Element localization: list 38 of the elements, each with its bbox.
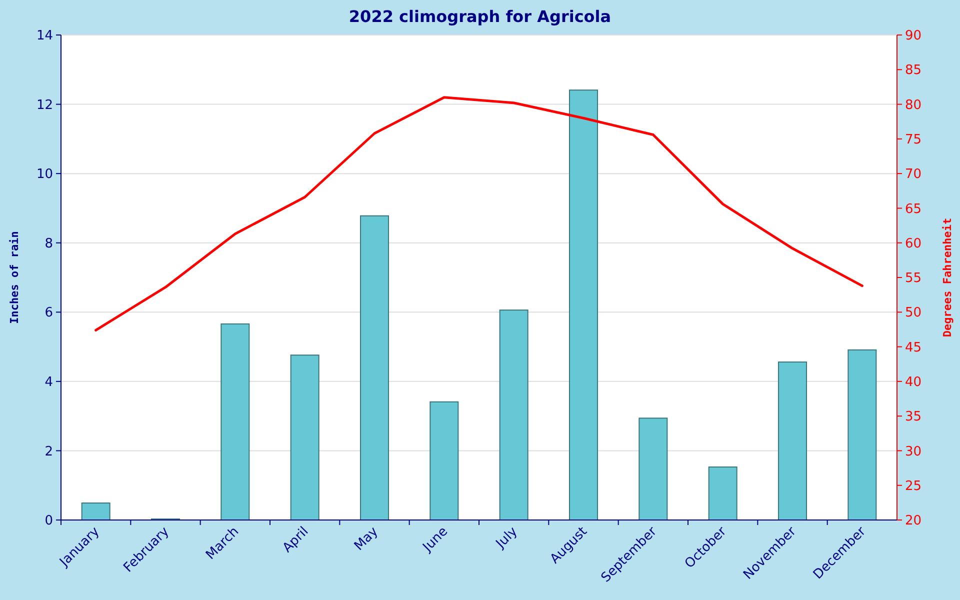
y-tick-label: 10 [36,167,53,182]
y-axis-title: Inches of rain [8,231,21,324]
y2-tick-label: 65 [905,202,922,217]
bar [638,418,668,520]
y2-tick-label: 85 [905,63,922,78]
bar [708,466,738,520]
y2-tick-label: 55 [905,271,922,286]
y2-tick-label: 45 [905,340,922,356]
bar [220,323,250,520]
y-tick-label: 2 [44,444,53,460]
y2-tick-label: 25 [905,478,922,494]
y-tick-label: 4 [44,374,53,390]
bar [290,354,320,520]
bar [569,90,598,520]
y2-tick-label: 20 [905,514,922,529]
bar [499,310,528,520]
y-tick-label: 12 [36,98,53,113]
y2-tick-label: 75 [905,132,922,148]
bar [81,502,110,520]
y2-axis-title: Degrees Fahrenheit [941,218,954,338]
y2-tick-label: 40 [905,374,922,390]
y2-tick-label: 80 [905,98,922,113]
line-series [94,96,864,332]
y2-tick-label: 35 [905,410,922,425]
bar [848,349,877,520]
y2-tick-label: 70 [905,167,922,182]
bar [430,401,459,520]
y2-tick-label: 30 [905,444,922,460]
bar [778,362,807,520]
y2-tick-label: 50 [905,306,922,321]
y-tick-label: 0 [44,514,53,529]
y2-tick-label: 90 [905,28,922,44]
bar [360,215,389,520]
y-tick-label: 8 [44,236,53,252]
y2-tick-label: 60 [905,236,922,252]
chart-title: 2022 climograph for Agricola [348,7,612,26]
y-tick-label: 6 [44,306,53,321]
y-tick-label: 14 [36,28,53,44]
